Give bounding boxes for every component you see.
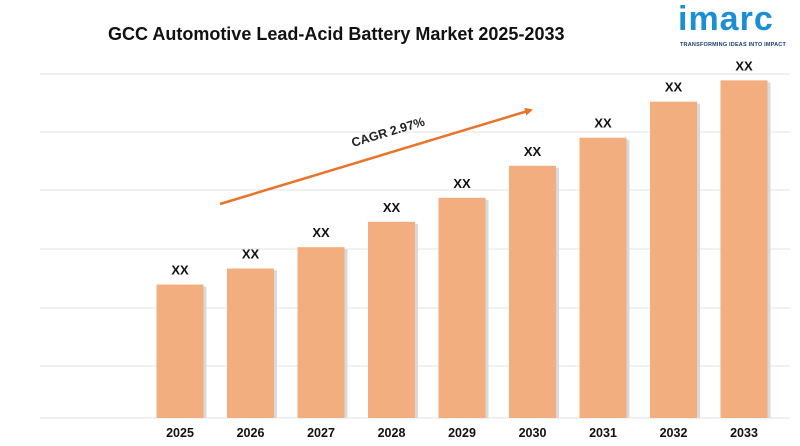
bar-2031 [579, 137, 627, 418]
x-tick-labels: 2025 2026 2027 2028 2029 2030 2031 2032 2033 [166, 426, 758, 440]
logo-wordmark: imarc [678, 0, 774, 38]
data-label-2029: XX [453, 176, 471, 191]
data-label-2025: XX [171, 263, 189, 278]
logo-tagline: TRANSFORMING IDEAS INTO IMPACT [680, 42, 787, 48]
data-label-2030: XX [524, 144, 542, 159]
data-label-2033: XX [735, 58, 753, 73]
bar-2026 [227, 268, 274, 418]
bar-2025 [156, 284, 204, 418]
x-tick-2027: 2027 [307, 426, 335, 440]
bar-2029 [438, 197, 486, 418]
x-tick-2029: 2029 [448, 426, 476, 440]
bar-2030 [509, 165, 556, 418]
x-tick-2033: 2033 [730, 426, 758, 440]
x-tick-2031: 2031 [589, 426, 617, 440]
data-label-2028: XX [383, 200, 401, 215]
data-label-2031: XX [594, 116, 612, 131]
data-label-2027: XX [312, 225, 330, 240]
x-tick-2032: 2032 [660, 426, 688, 440]
data-label-2032: XX [665, 80, 683, 95]
chart-title: GCC Automotive Lead-Acid Battery Market … [108, 24, 565, 44]
bar-2028 [368, 221, 415, 418]
x-tick-2030: 2030 [519, 426, 547, 440]
bar-2033 [720, 80, 768, 418]
x-tick-2028: 2028 [378, 426, 406, 440]
x-tick-2025: 2025 [166, 426, 194, 440]
x-tick-2026: 2026 [237, 426, 265, 440]
imarc-logo: imarc TRANSFORMING IDEAS INTO IMPACT [676, 0, 786, 50]
data-label-2026: XX [242, 247, 260, 262]
cagr-arrow [219, 107, 533, 206]
bars [156, 80, 771, 418]
bar-2027 [297, 247, 345, 418]
bar-2032 [650, 101, 697, 418]
data-labels: XX XX XX XX XX XX XX XX XX [171, 58, 753, 277]
